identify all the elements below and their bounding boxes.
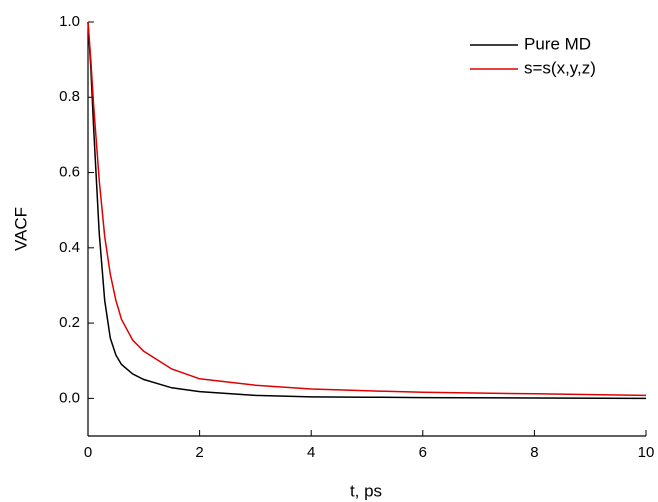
y-tick-label: 0.2 xyxy=(59,314,80,331)
x-tick-label: 10 xyxy=(638,444,655,461)
legend-label: Pure MD xyxy=(524,34,591,53)
y-tick-label: 1.0 xyxy=(59,13,80,30)
series-line xyxy=(87,21,647,400)
x-tick-label: 6 xyxy=(419,444,427,461)
x-tick-label: 2 xyxy=(195,444,203,461)
y-tick-label: 0.8 xyxy=(59,88,80,105)
legend-label: s=s(x,y,z) xyxy=(524,58,596,77)
x-tick-label: 8 xyxy=(530,444,538,461)
y-tick-label: 0.0 xyxy=(59,389,80,406)
x-axis-label: t, ps xyxy=(350,481,382,500)
series-line xyxy=(87,21,647,397)
y-tick-label: 0.4 xyxy=(59,239,80,256)
y-tick-label: 0.6 xyxy=(59,164,80,181)
y-axis-label: VACF xyxy=(11,207,30,251)
x-tick-label: 0 xyxy=(84,444,92,461)
x-tick-label: 4 xyxy=(307,444,315,461)
